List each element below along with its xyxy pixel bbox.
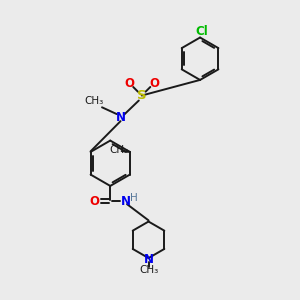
Text: O: O (149, 77, 159, 90)
Text: Cl: Cl (195, 25, 208, 38)
Text: S: S (137, 89, 147, 102)
Text: O: O (124, 77, 134, 90)
Text: N: N (143, 253, 154, 266)
Text: N: N (121, 195, 131, 208)
Text: H: H (130, 193, 138, 203)
Text: N: N (116, 111, 126, 124)
Text: CH₃: CH₃ (139, 266, 158, 275)
Text: CH₃: CH₃ (84, 96, 104, 106)
Text: CH₃: CH₃ (109, 146, 128, 155)
Text: O: O (90, 195, 100, 208)
